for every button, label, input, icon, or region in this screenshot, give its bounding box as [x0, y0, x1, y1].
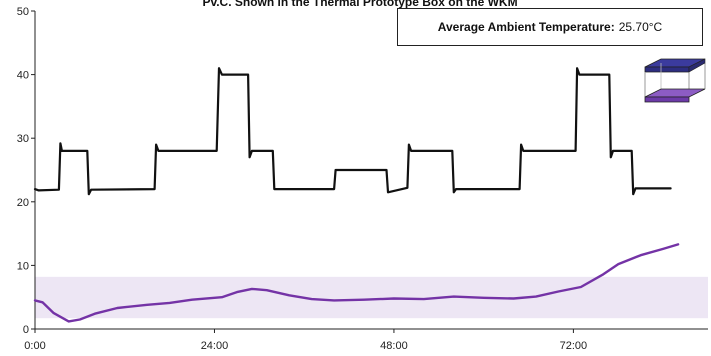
series-layer	[33, 67, 680, 323]
enclosure-icon	[644, 58, 706, 103]
highlight-band	[35, 276, 708, 319]
axis-ticks: 0 10 20 30 40 50 0:00 24:00 48:00 72:00	[17, 6, 587, 352]
y-tick-label: 40	[17, 70, 29, 82]
x-tick-label: 48:00	[380, 340, 408, 352]
average-temperature-annotation: Average Ambient Temperature: 25.70°C	[397, 8, 703, 46]
y-tick-label: 30	[17, 133, 29, 145]
chart-title: Pv.C. Shown in the Thermal Prototype Box…	[202, 0, 517, 9]
series-line-1	[33, 67, 672, 196]
annotation-value: 25.70°C	[618, 20, 663, 34]
annotation-label: Average Ambient Temperature:	[437, 20, 615, 34]
x-tick-label: 0:00	[24, 340, 45, 352]
y-tick-label: 50	[17, 6, 29, 18]
y-tick-label: 0	[23, 324, 29, 336]
y-tick-label: 10	[17, 260, 29, 272]
x-tick-label: 24:00	[201, 340, 229, 352]
y-tick-label: 20	[17, 197, 29, 209]
x-tick-label: 72:00	[560, 340, 588, 352]
series-line-2	[33, 243, 680, 323]
